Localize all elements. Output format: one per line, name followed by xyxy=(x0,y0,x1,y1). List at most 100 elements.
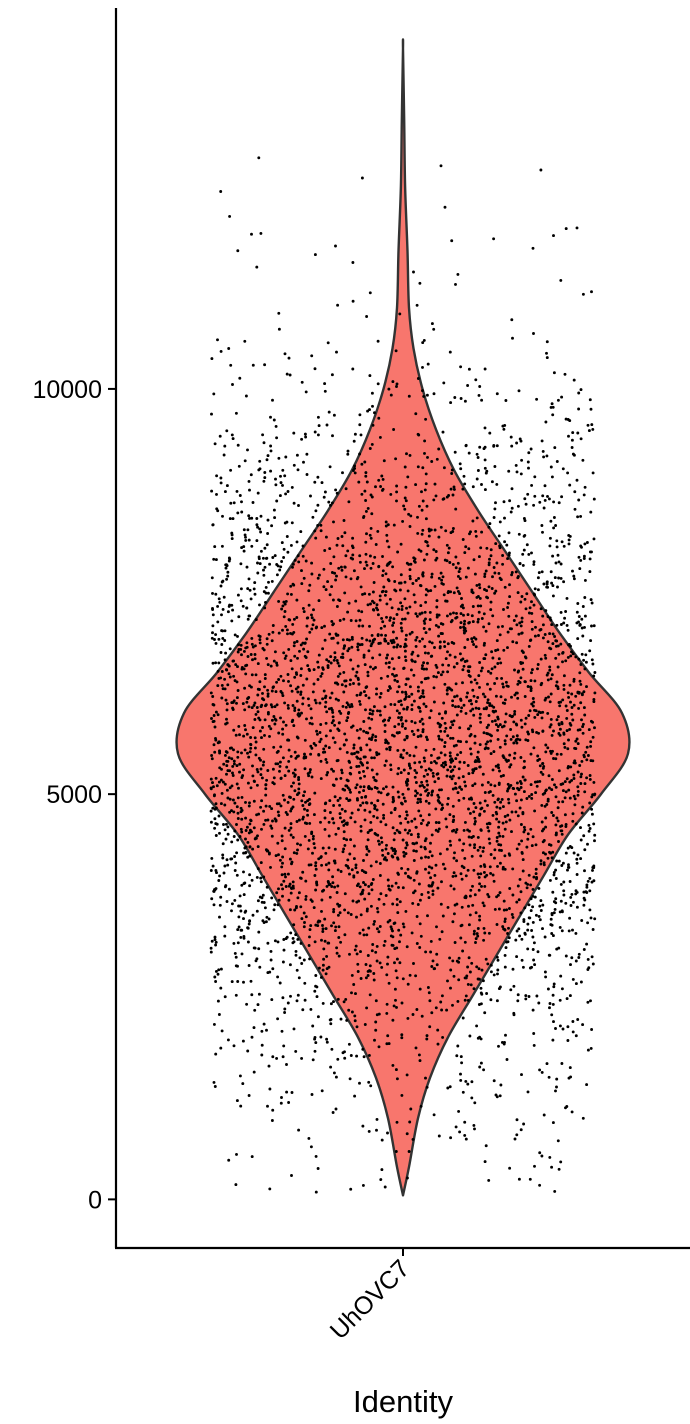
data-point xyxy=(418,612,422,616)
data-point xyxy=(324,863,328,867)
data-point xyxy=(332,658,336,662)
data-point xyxy=(368,726,372,730)
data-point xyxy=(401,792,405,796)
data-point xyxy=(246,781,250,785)
data-point xyxy=(370,642,374,646)
data-point xyxy=(325,423,329,427)
data-point xyxy=(261,556,265,560)
data-point xyxy=(567,863,570,867)
data-point xyxy=(422,338,426,342)
data-point xyxy=(467,904,470,908)
data-point xyxy=(349,838,353,842)
data-point xyxy=(424,768,428,772)
data-point xyxy=(294,953,298,957)
data-point xyxy=(375,906,379,910)
data-point xyxy=(221,607,225,611)
data-point xyxy=(473,741,477,745)
data-point xyxy=(234,964,238,968)
data-point xyxy=(583,542,587,546)
data-point xyxy=(509,510,513,514)
data-point xyxy=(409,562,413,566)
data-point xyxy=(276,903,280,907)
data-point xyxy=(388,748,392,752)
data-point xyxy=(235,873,239,877)
data-point xyxy=(481,692,485,696)
data-point xyxy=(393,678,397,682)
data-point xyxy=(460,787,464,791)
data-point xyxy=(321,647,325,651)
data-point xyxy=(308,768,312,772)
data-point xyxy=(419,793,423,797)
data-point xyxy=(250,673,254,677)
data-point xyxy=(269,824,273,828)
data-point xyxy=(330,585,334,589)
data-point xyxy=(541,623,545,627)
data-point xyxy=(248,828,252,832)
data-point xyxy=(367,716,371,720)
data-point xyxy=(496,972,499,976)
data-point xyxy=(393,831,397,835)
data-point xyxy=(551,1002,555,1006)
data-point xyxy=(392,645,396,649)
data-point xyxy=(213,638,216,641)
data-point xyxy=(526,922,530,926)
data-point xyxy=(264,848,268,852)
data-point xyxy=(459,612,463,616)
data-point xyxy=(241,1082,245,1086)
data-point xyxy=(551,814,555,817)
data-point xyxy=(463,482,467,486)
data-point xyxy=(568,880,572,883)
data-point xyxy=(369,904,373,908)
data-point xyxy=(305,809,309,812)
data-point xyxy=(351,469,355,472)
data-point xyxy=(518,681,522,684)
data-point xyxy=(452,591,456,595)
data-point xyxy=(503,827,507,831)
data-point xyxy=(393,852,397,856)
data-point xyxy=(292,501,296,505)
data-point xyxy=(333,847,337,851)
data-point xyxy=(414,789,418,793)
data-point xyxy=(235,805,239,809)
data-point xyxy=(209,946,213,950)
data-point xyxy=(367,696,371,700)
data-point xyxy=(323,809,327,813)
data-point xyxy=(311,690,315,694)
data-point xyxy=(533,963,537,967)
data-point xyxy=(537,710,541,714)
data-point xyxy=(414,612,418,616)
data-point xyxy=(231,764,235,768)
data-point xyxy=(547,786,551,790)
data-point xyxy=(398,312,402,316)
data-point xyxy=(469,709,473,713)
data-point xyxy=(332,821,336,825)
data-point xyxy=(226,796,230,800)
data-point xyxy=(351,667,355,671)
data-point xyxy=(591,962,595,966)
data-point xyxy=(405,841,409,845)
data-point xyxy=(550,1013,554,1017)
data-point xyxy=(349,577,353,581)
data-point xyxy=(450,472,454,475)
data-point xyxy=(313,1049,317,1053)
data-point xyxy=(422,394,426,398)
data-point xyxy=(331,719,335,723)
data-point xyxy=(506,646,509,650)
data-point xyxy=(210,757,214,761)
data-point xyxy=(365,847,369,851)
data-point xyxy=(589,510,593,514)
data-point xyxy=(566,1039,570,1042)
data-point xyxy=(215,507,219,511)
data-point xyxy=(407,394,411,398)
data-point xyxy=(214,806,218,810)
data-point xyxy=(270,579,274,583)
data-point xyxy=(290,720,294,724)
data-point xyxy=(425,735,428,739)
data-point xyxy=(211,591,214,595)
data-point xyxy=(284,492,288,496)
data-point xyxy=(472,713,476,717)
data-point xyxy=(507,553,511,557)
data-point xyxy=(566,747,570,751)
data-point xyxy=(212,557,216,561)
data-point xyxy=(548,878,552,882)
